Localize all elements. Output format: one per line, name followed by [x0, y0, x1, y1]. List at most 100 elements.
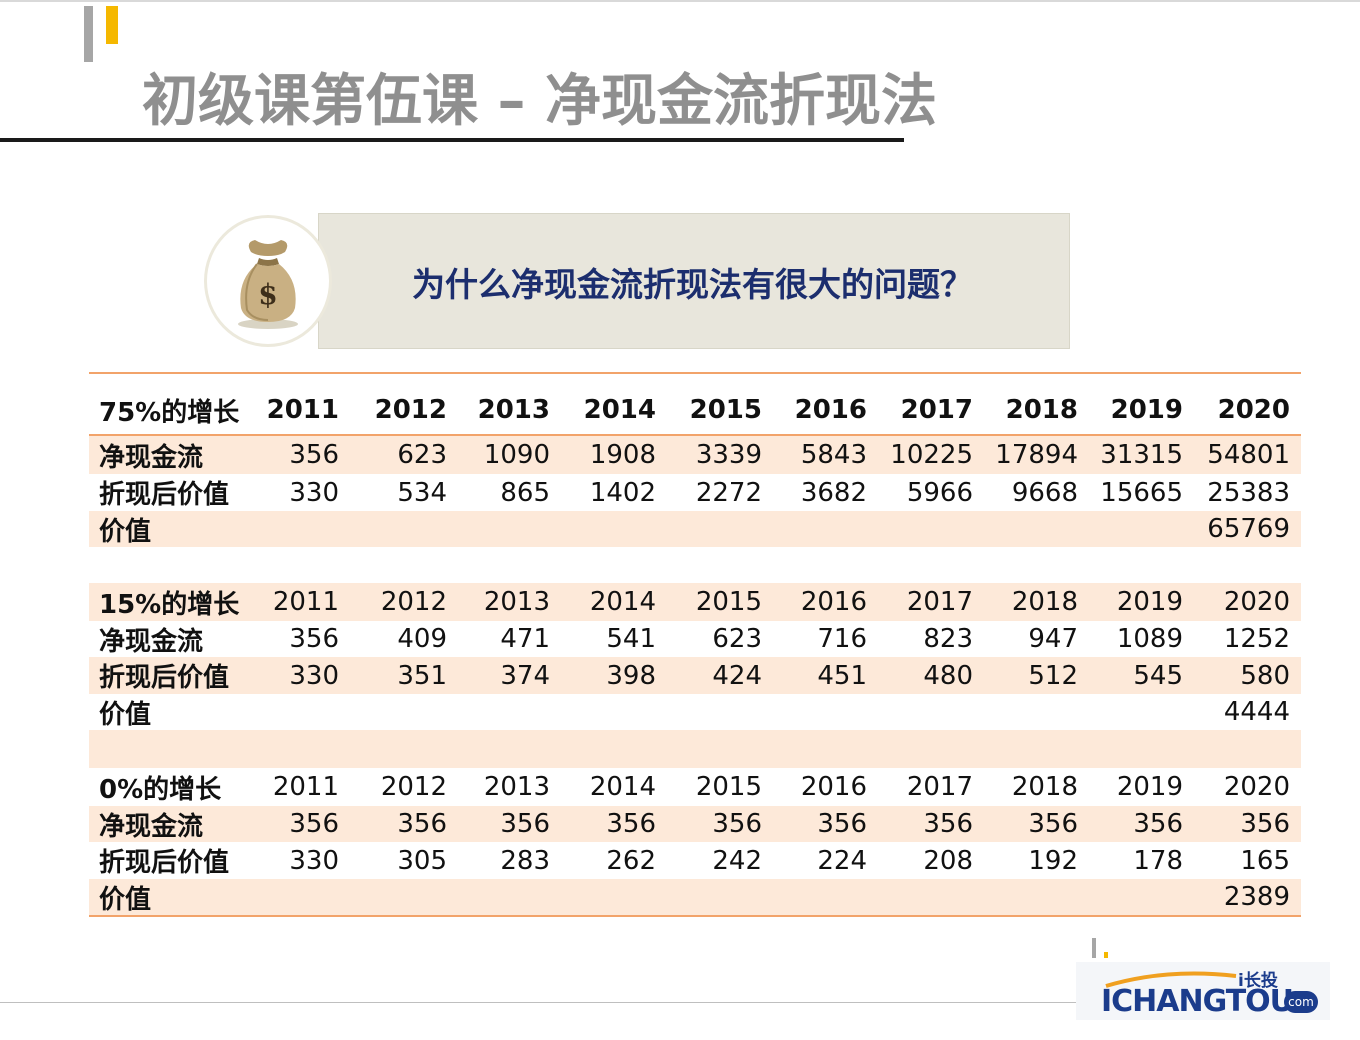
- discounted-row: 折现后价值 330 351 374 398 424 451 480 512 545 580: [89, 657, 1301, 694]
- cell-value: 178: [1133, 845, 1183, 876]
- cell-value: 716: [817, 624, 867, 654]
- cell-value: 2012: [374, 395, 447, 425]
- cell-value: 534: [397, 477, 447, 508]
- cell-value: 512: [1028, 660, 1078, 691]
- total-value: 65769: [1207, 514, 1290, 544]
- cell-value: 356: [1133, 809, 1183, 839]
- cell-value: 2018: [1005, 395, 1078, 425]
- cell-value: 623: [397, 440, 447, 470]
- total-value-row: 价值 65769: [89, 511, 1301, 547]
- cell-value: 5843: [800, 440, 867, 470]
- cell-value: 356: [289, 440, 339, 470]
- title-accent-gray-bar: [84, 6, 93, 62]
- cell-value: 2014: [583, 395, 656, 425]
- cell-value: 2017: [906, 587, 973, 617]
- cell-value: 2013: [477, 395, 550, 425]
- logo-accent-gold: [1104, 952, 1108, 958]
- logo-main-text: ICHANGTOU: [1101, 984, 1294, 1019]
- title-accent-gold-bar: [106, 6, 118, 44]
- cell-value: 330: [289, 660, 339, 691]
- total-value-row: 价值 2389: [89, 879, 1301, 915]
- cell-value: 3682: [800, 477, 867, 508]
- row-label: 75%的增长: [99, 397, 240, 428]
- cell-value: 2020: [1217, 395, 1290, 425]
- cell-value: 356: [289, 809, 339, 839]
- cell-value: 2017: [906, 772, 973, 802]
- cell-value: 2016: [800, 772, 867, 802]
- cell-value: 356: [397, 809, 447, 839]
- question-text: 为什么净现金流折现法有很大的问题？: [412, 265, 973, 304]
- logo-swoosh-icon: [1105, 971, 1237, 988]
- cell-value: 480: [923, 660, 973, 691]
- cell-value: 351: [397, 660, 447, 691]
- cell-value: 2014: [589, 772, 656, 802]
- cell-value: 2012: [380, 772, 447, 802]
- cell-value: 5966: [906, 477, 973, 508]
- cell-value: 823: [923, 624, 973, 654]
- cell-value: 31315: [1100, 440, 1183, 470]
- row-label: 价值: [99, 699, 152, 730]
- cell-value: 1908: [589, 440, 656, 470]
- cashflow-row: 净现金流 356 356 356 356 356 356 356 356 356 356: [89, 806, 1301, 842]
- cell-value: 1089: [1116, 624, 1183, 654]
- cell-value: 25383: [1207, 477, 1290, 508]
- cell-value: 2020: [1223, 772, 1290, 802]
- cell-value: 165: [1240, 845, 1290, 876]
- row-label: 净现金流: [99, 626, 204, 657]
- discounted-row: 折现后价值 330 305 283 262 242 224 208 192 178 165: [89, 842, 1301, 879]
- year-header-row: 75%的增长 2011 2012 2013 2014 2015 2016 2017 2018 20…: [89, 386, 1301, 434]
- cell-value: 1090: [483, 440, 550, 470]
- cashflow-row: 净现金流 356 409 471 541 623 716 823 947 1089 1252: [89, 621, 1301, 657]
- cell-value: 2016: [794, 395, 867, 425]
- cell-value: 17894: [995, 440, 1078, 470]
- cell-value: 471: [500, 624, 550, 654]
- cell-value: 623: [712, 624, 762, 654]
- row-label: 价值: [99, 516, 152, 547]
- total-value: 2389: [1223, 882, 1290, 912]
- cell-value: 330: [289, 477, 339, 508]
- cell-value: 409: [397, 624, 447, 654]
- cell-value: 374: [500, 660, 550, 691]
- cell-value: 10225: [890, 440, 973, 470]
- cell-value: 224: [817, 845, 867, 876]
- cell-value: 1252: [1223, 624, 1290, 654]
- total-value: 4444: [1223, 697, 1290, 727]
- row-label: 净现金流: [99, 442, 204, 473]
- row-label: 15%的增长: [99, 589, 240, 620]
- cell-value: 2013: [483, 772, 550, 802]
- cashflow-row: 净现金流 356 623 1090 1908 3339 5843 10225 17894 3131…: [89, 436, 1301, 474]
- slide-title: 初级课第伍课 – 净现金流折现法: [142, 69, 937, 134]
- cell-value: 545: [1133, 660, 1183, 691]
- cell-value: 541: [606, 624, 656, 654]
- cell-value: 356: [1028, 809, 1078, 839]
- title-underline: [0, 138, 904, 142]
- logo-small-text: i长投: [1238, 971, 1278, 991]
- row-label: 折现后价值: [99, 480, 230, 510]
- cell-value: 283: [500, 845, 550, 876]
- cell-value: 305: [397, 845, 447, 876]
- cell-value: 2016: [800, 587, 867, 617]
- cell-value: 2272: [695, 477, 762, 508]
- cell-value: 2017: [900, 395, 973, 425]
- year-header-row: 0%的增长 2011 2012 2013 2014 2015 2016 2017 2018 201…: [89, 768, 1301, 806]
- cell-value: 865: [500, 477, 550, 508]
- logo-accent-gray: [1092, 938, 1096, 958]
- cell-value: 356: [606, 809, 656, 839]
- cell-value: 2019: [1110, 395, 1183, 425]
- row-label: 折现后价值: [99, 663, 230, 693]
- cell-value: 15665: [1100, 477, 1183, 508]
- cell-value: 242: [712, 845, 762, 876]
- discounted-row: 折现后价值 330 534 865 1402 2272 3682 5966 9668 15665 2…: [89, 474, 1301, 511]
- cell-value: 947: [1028, 624, 1078, 654]
- row-label: 净现金流: [99, 811, 204, 842]
- cell-value: 192: [1028, 845, 1078, 876]
- cell-value: 330: [289, 845, 339, 876]
- cell-value: 424: [712, 660, 762, 691]
- cell-value: 9668: [1011, 477, 1078, 508]
- row-label: 价值: [99, 884, 152, 915]
- total-value-row: 价值 4444: [89, 694, 1301, 730]
- spacer-row: [89, 730, 1301, 768]
- cell-value: 2013: [483, 587, 550, 617]
- cell-value: 3339: [695, 440, 762, 470]
- cell-value: 2014: [589, 587, 656, 617]
